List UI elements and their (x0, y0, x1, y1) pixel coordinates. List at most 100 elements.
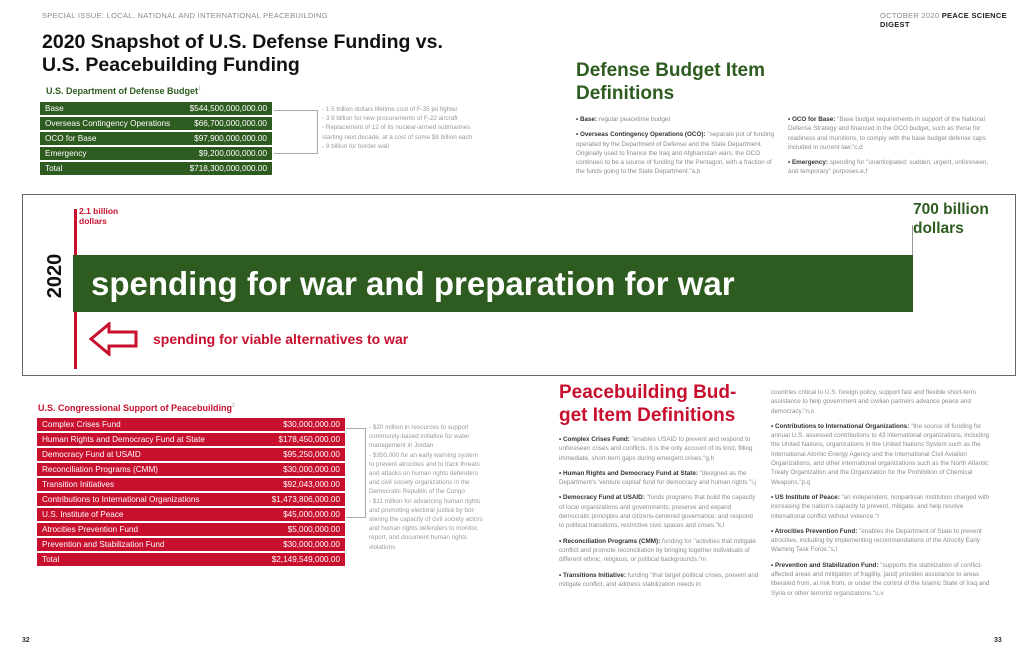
row-label: Complex Crises Fund (37, 418, 249, 431)
big-amount-tick (912, 225, 913, 255)
definition-item: • Human Rights and Democracy Fund at Sta… (559, 469, 759, 488)
note-line: violations (369, 543, 396, 551)
row-label: Transition Initiatives (37, 478, 249, 491)
definition-term: • US Institute of Peace: (771, 493, 840, 501)
row-value: $1,473,806,000.00 (249, 493, 345, 506)
definition-term: • Human Rights and Democracy Fund at Sta… (559, 469, 699, 477)
row-label: Base (40, 102, 181, 115)
peace-definitions-col1: • Complex Crises Fund: "enables USAID to… (559, 435, 759, 595)
definition-text: "enables USAID to prevent and respond to… (559, 436, 753, 462)
row-value: $5,000,000.00 (249, 523, 345, 536)
definition-text: "funds programs that build the capacity … (559, 494, 756, 530)
table-row: Reconciliation Programs (CMM) $30,000,000… (37, 463, 345, 476)
definition-term: • Base: (576, 116, 598, 123)
row-value: $718,300,000,000.00 (180, 162, 272, 175)
defense-notes-connector (274, 110, 318, 154)
table-row: Overseas Contingency Operations $66,700,0… (40, 117, 272, 130)
alternatives-spending-label: spending for viable alternatives to war (153, 331, 409, 347)
defense-definitions-col1: • Base: regular peacetime budget • Overse… (576, 115, 774, 183)
row-value: $30,000,000.00 (249, 538, 345, 551)
row-value: $2,149,549,000.00 (249, 553, 345, 566)
peace-definitions-col2: countries critical to U.S. foreign polic… (771, 388, 997, 604)
table-row: OCO for Base $97,900,000,000.00 (40, 132, 272, 145)
row-label: Total (37, 553, 249, 566)
row-value: $30,000,000.00 (249, 418, 345, 431)
note-line: report, and document human rights (369, 534, 468, 542)
definition-item: • Emergency: spending for "unanticipated… (788, 158, 998, 177)
page-number-left: 32 (22, 637, 30, 644)
defense-definitions-col2: • OCO for Base: "Base budget requirement… (788, 115, 998, 183)
note-line: Democratic Republic of the Congo (369, 488, 465, 496)
note-line: - $350,000 for an early warning system (369, 451, 478, 459)
left-arrow-icon (89, 322, 138, 356)
definition-text: countries critical to U.S. foreign polic… (771, 389, 976, 415)
note-line: and human rights defenders to monitor, (369, 525, 479, 533)
table-row: Contributions to International Organizat… (37, 493, 345, 506)
page-title-line1: 2020 Snapshot of U.S. Defense Funding vs… (42, 31, 443, 53)
note-line: - Replacement of 12 of its nuclear-armed… (322, 124, 471, 132)
table-row: Atrocities Prevention Fund $5,000,000.00 (37, 523, 345, 536)
definition-term: • OCO for Base: (788, 116, 836, 123)
definition-term: • Democracy Fund at USAID: (559, 494, 645, 502)
definition-text: "separate pot of funding operated by the… (576, 131, 774, 176)
row-label: Total (40, 162, 181, 175)
funding-comparison-box: 2.1 billion dollars 700 billion dollars … (22, 194, 1016, 376)
definition-term: • Prevention and Stabilization Fund: (771, 561, 879, 569)
table-row: Prevention and Stabilization Fund $30,000… (37, 538, 345, 551)
row-label: U.S. Institute of Peace (37, 508, 249, 521)
row-label: Emergency (40, 147, 181, 160)
definition-item: • Atrocities Prevention Fund: "enables t… (771, 527, 997, 555)
row-value: $544,500,000,000.00 (180, 102, 272, 115)
header-publication: PEACE SCIENCE DIGEST (880, 11, 1007, 29)
definition-item: • Overseas Contingency Operations (OCO):… (576, 130, 774, 176)
running-header-left: SPECIAL ISSUE: LOCAL, NATIONAL AND INTER… (42, 11, 328, 20)
note-line: and civil society organizations in the (369, 479, 470, 487)
note-line: community-based initiative for water (369, 433, 470, 441)
definition-term: • Transitions Initiative: (559, 571, 626, 579)
note-line: - 1.5 trillion dollars lifetime cost of … (322, 106, 458, 113)
definition-text: regular peacetime budget (597, 116, 671, 123)
row-value: $178,450,000.00 (249, 433, 345, 446)
defense-budget-table: Base $544,500,000,000.00 Overseas Continge… (40, 100, 272, 177)
definition-item: • Contributions to International Organiz… (771, 422, 997, 487)
definition-item: • Prevention and Stabilization Fund: "su… (771, 561, 997, 598)
table-row: Democracy Fund at USAID $95,250,000.00 (37, 448, 345, 461)
note-line: and promoting electoral justice by bol- (369, 506, 476, 514)
definition-text: funding for "activities that mitigate co… (559, 537, 756, 564)
table-row: Transition Initiatives $92,043,000.00 (37, 478, 345, 491)
definition-text: "designed as the Department's 'venture c… (559, 469, 756, 487)
row-value: $66,700,000,000.00 (180, 117, 272, 130)
note-line: management in Jordan (369, 442, 434, 450)
definition-text: spending for "unanticipated: sudden, urg… (788, 159, 989, 176)
definition-term: • Overseas Contingency Operations (OCO): (576, 131, 706, 139)
row-label: OCO for Base (40, 132, 181, 145)
header-date: OCTOBER 2020 (880, 11, 940, 20)
row-value: $97,900,000,000.00 (180, 132, 272, 145)
peacebuilding-table: Complex Crises Fund $30,000,000.00 Human R… (37, 416, 345, 568)
definition-term: • Reconciliation Programs (CMM): (559, 537, 661, 545)
table-row: Emergency $9,200,000,000.00 (40, 147, 272, 160)
peace-notes-connector (346, 428, 366, 518)
definition-item: countries critical to U.S. foreign polic… (771, 388, 997, 416)
row-value: $30,000,000.00 (249, 463, 345, 476)
row-label: Overseas Contingency Operations (40, 117, 181, 130)
row-value: $95,250,000.00 (249, 448, 345, 461)
table-row: Total $718,300,000,000.00 (40, 162, 272, 175)
note-line: stering the capacity of civil society ac… (369, 516, 483, 524)
row-value: $92,043,000.00 (249, 478, 345, 491)
definition-item: • Reconciliation Programs (CMM): funding… (559, 537, 759, 565)
definition-text: "Base budget requirements in support of … (788, 116, 986, 151)
year-label: 2020 (44, 253, 66, 299)
row-label: Contributions to International Organizat… (37, 493, 249, 506)
note-line: - $20 million in resources to support (369, 424, 469, 431)
definition-item: • Transitions Initiative: funding "that … (559, 571, 759, 590)
definition-text: "an independent, nonpartisan institution… (771, 493, 990, 520)
defense-definitions-title: Defense Budget Item Definitions (576, 60, 765, 104)
definition-item: • Complex Crises Fund: "enables USAID to… (559, 435, 759, 463)
small-amount-label: 2.1 billion dollars (79, 206, 119, 226)
peace-definitions-title: Peacebuilding Bud- get Item Definitions (559, 382, 737, 426)
table-row: Complex Crises Fund $30,000,000.00 (37, 418, 345, 431)
row-label: Human Rights and Democracy Fund at State (37, 433, 249, 446)
definition-term: • Contributions to International Organiz… (771, 422, 910, 430)
big-amount-label: 700 billion dollars (913, 201, 989, 237)
